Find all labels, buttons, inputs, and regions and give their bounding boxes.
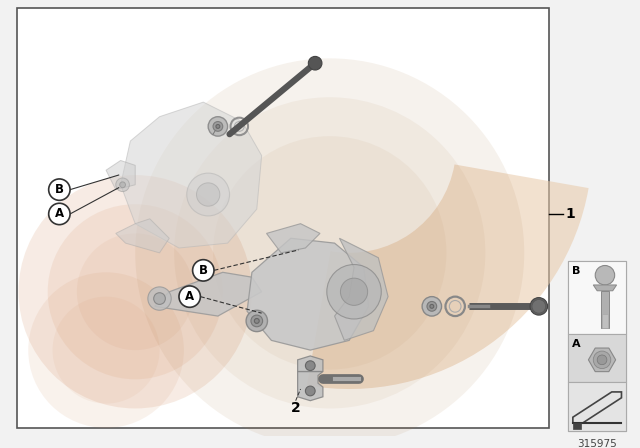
Bar [568,261,627,334]
Bar [17,8,548,428]
Polygon shape [335,238,388,340]
Text: A: A [572,340,580,349]
Polygon shape [588,348,616,372]
Circle shape [251,315,262,327]
Circle shape [213,121,223,131]
Text: A: A [55,207,64,220]
Text: B: B [55,183,64,196]
Circle shape [593,351,611,369]
Circle shape [193,260,214,281]
Circle shape [174,97,485,409]
Polygon shape [155,272,262,316]
Circle shape [179,286,200,307]
Circle shape [340,278,367,306]
Polygon shape [298,371,323,401]
Circle shape [28,272,184,428]
Circle shape [595,266,614,285]
Circle shape [196,183,220,206]
Circle shape [148,287,172,310]
Circle shape [49,203,70,224]
Bar [568,261,627,431]
Circle shape [120,182,125,188]
Wedge shape [307,164,589,389]
Text: B: B [572,267,580,276]
Circle shape [48,204,223,379]
Text: A: A [185,290,195,303]
Circle shape [116,178,129,192]
Bar [568,382,627,431]
Polygon shape [120,102,262,248]
Circle shape [254,319,259,323]
Circle shape [213,136,447,370]
Polygon shape [266,224,320,253]
Circle shape [427,302,436,311]
Circle shape [135,58,524,448]
Polygon shape [106,160,135,190]
Circle shape [422,297,442,316]
Circle shape [19,175,252,409]
Circle shape [305,361,315,370]
Text: 1: 1 [565,207,575,221]
Circle shape [208,116,228,136]
Bar [573,423,580,429]
Polygon shape [593,285,616,291]
Circle shape [532,300,546,313]
Polygon shape [116,219,169,253]
Circle shape [216,125,220,129]
Bar [602,314,608,328]
Circle shape [327,264,381,319]
Circle shape [52,297,159,404]
Text: B: B [199,264,208,277]
Circle shape [430,304,434,308]
Circle shape [597,355,607,365]
Text: 315975: 315975 [577,439,617,448]
Text: 2: 2 [291,401,301,415]
Polygon shape [298,356,323,371]
Circle shape [154,293,165,304]
Polygon shape [247,238,369,350]
Circle shape [77,233,193,350]
Circle shape [530,297,548,315]
Circle shape [187,173,230,216]
Circle shape [308,56,322,70]
Bar [568,334,627,382]
Bar [601,291,609,328]
Circle shape [49,179,70,200]
Circle shape [246,310,268,332]
Circle shape [305,386,315,396]
